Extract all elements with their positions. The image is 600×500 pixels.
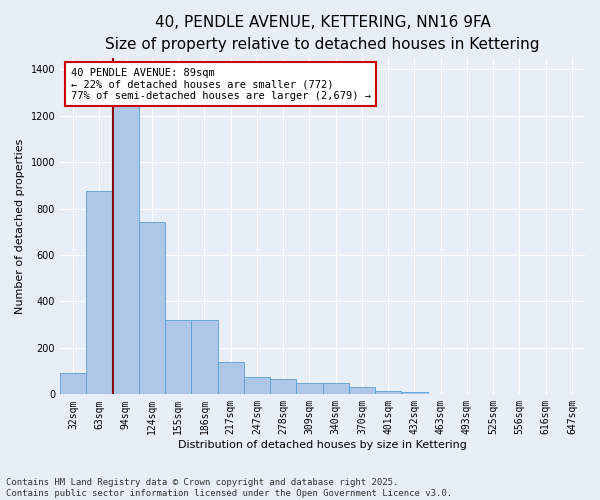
Bar	[218, 362, 244, 394]
Bar	[139, 222, 165, 394]
Text: 40 PENDLE AVENUE: 89sqm
← 22% of detached houses are smaller (772)
77% of semi-d: 40 PENDLE AVENUE: 89sqm ← 22% of detache…	[71, 68, 371, 101]
Bar	[86, 191, 113, 394]
Bar	[296, 382, 323, 394]
Text: Contains HM Land Registry data © Crown copyright and database right 2025.
Contai: Contains HM Land Registry data © Crown c…	[6, 478, 452, 498]
Y-axis label: Number of detached properties: Number of detached properties	[15, 138, 25, 314]
Bar	[375, 391, 401, 394]
Bar	[270, 379, 296, 394]
Bar	[165, 320, 191, 394]
Bar	[60, 374, 86, 394]
Bar	[244, 377, 270, 394]
Bar	[191, 320, 218, 394]
Bar	[113, 106, 139, 395]
Bar	[323, 382, 349, 394]
Title: 40, PENDLE AVENUE, KETTERING, NN16 9FA
Size of property relative to detached hou: 40, PENDLE AVENUE, KETTERING, NN16 9FA S…	[105, 15, 540, 52]
Bar	[349, 388, 375, 394]
X-axis label: Distribution of detached houses by size in Kettering: Distribution of detached houses by size …	[178, 440, 467, 450]
Bar	[401, 392, 428, 394]
